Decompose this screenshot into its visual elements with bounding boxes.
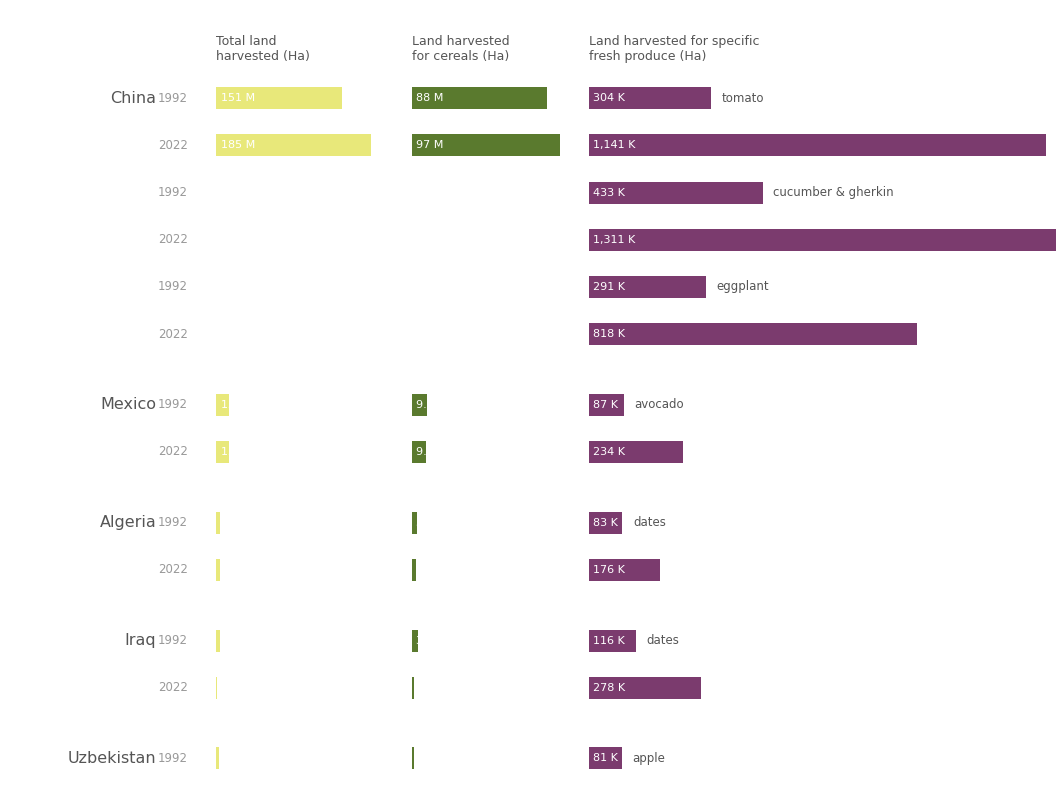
Text: 2.9 M: 2.9 M (416, 565, 447, 575)
Text: 4 M: 4 M (221, 518, 241, 527)
Bar (589, 276, 705, 298)
Text: 83 K: 83 K (593, 518, 619, 527)
Text: 433 K: 433 K (593, 188, 625, 197)
Bar (589, 747, 622, 769)
Text: 1 M: 1 M (221, 683, 241, 692)
Bar (589, 559, 660, 581)
Bar (589, 677, 700, 699)
Text: 1.1 M: 1.1 M (416, 683, 447, 692)
Text: 818 K: 818 K (593, 329, 625, 339)
Bar (589, 394, 624, 416)
Bar (412, 134, 561, 156)
Text: 185 M: 185 M (221, 141, 254, 150)
Text: 304 K: 304 K (593, 94, 625, 103)
Text: 234 K: 234 K (593, 447, 625, 457)
Text: Mexico: Mexico (100, 397, 156, 413)
Text: 116 K: 116 K (593, 636, 625, 645)
Bar (589, 134, 1046, 156)
Bar (589, 441, 683, 463)
Text: Algeria: Algeria (99, 515, 156, 531)
Text: 1992: 1992 (158, 281, 188, 293)
Text: eggplant: eggplant (716, 281, 769, 293)
Text: cucumber & gherkin: cucumber & gherkin (773, 186, 893, 199)
Bar (216, 87, 342, 109)
Bar (216, 630, 220, 652)
Text: 15 M: 15 M (221, 400, 248, 410)
Text: avocado: avocado (635, 399, 684, 411)
Text: 151 M: 151 M (221, 94, 254, 103)
Text: 97 M: 97 M (416, 141, 444, 150)
Text: 2022: 2022 (158, 233, 188, 246)
Bar (589, 182, 762, 204)
Bar (412, 512, 417, 534)
Text: 3.5 M: 3.5 M (416, 518, 447, 527)
Text: 2022: 2022 (158, 681, 188, 694)
Text: 3 M: 3 M (221, 754, 241, 763)
Text: 4 M: 4 M (221, 565, 241, 575)
Bar (589, 630, 636, 652)
Text: 87 K: 87 K (593, 400, 619, 410)
Text: 15 M: 15 M (221, 447, 248, 457)
Bar (589, 512, 622, 534)
Bar (412, 747, 414, 769)
Bar (412, 630, 418, 652)
Text: 2022: 2022 (158, 446, 188, 458)
Bar (216, 512, 220, 534)
Bar (412, 677, 414, 699)
Bar (216, 134, 371, 156)
Text: 1992: 1992 (158, 634, 188, 647)
Text: 176 K: 176 K (593, 565, 625, 575)
Bar (589, 229, 1056, 251)
Text: Total land
harvested (Ha): Total land harvested (Ha) (216, 35, 310, 64)
Text: dates: dates (633, 516, 666, 529)
Text: 1,311 K: 1,311 K (593, 235, 636, 244)
Text: Land harvested
for cereals (Ha): Land harvested for cereals (Ha) (412, 35, 509, 64)
Bar (412, 559, 416, 581)
Bar (412, 87, 547, 109)
Text: China: China (110, 90, 156, 106)
Bar (589, 323, 917, 345)
Text: 2022: 2022 (158, 139, 188, 152)
Text: 291 K: 291 K (593, 282, 625, 292)
Bar (216, 394, 229, 416)
Text: 81 K: 81 K (593, 754, 619, 763)
Bar (216, 441, 229, 463)
Text: Land harvested for specific
fresh produce (Ha): Land harvested for specific fresh produc… (589, 35, 759, 64)
Bar (216, 747, 219, 769)
Bar (412, 394, 427, 416)
Bar (589, 87, 711, 109)
Text: tomato: tomato (721, 92, 765, 105)
Text: 88 M: 88 M (416, 94, 444, 103)
Text: 2022: 2022 (158, 564, 188, 576)
Text: apple: apple (633, 752, 665, 765)
Text: 1992: 1992 (158, 399, 188, 411)
Text: 1992: 1992 (158, 186, 188, 199)
Text: 1,141 K: 1,141 K (593, 141, 636, 150)
Text: 1992: 1992 (158, 752, 188, 765)
Text: dates: dates (646, 634, 679, 647)
Bar (412, 441, 426, 463)
Text: 3.9 M: 3.9 M (416, 636, 447, 645)
Text: 1992: 1992 (158, 92, 188, 105)
Bar (216, 559, 220, 581)
Text: 278 K: 278 K (593, 683, 625, 692)
Text: 4 M: 4 M (221, 636, 241, 645)
Text: 9.1 M: 9.1 M (416, 447, 447, 457)
Text: Uzbekistan: Uzbekistan (68, 751, 156, 766)
Text: 1.2 M: 1.2 M (416, 754, 447, 763)
Text: 9.9 M: 9.9 M (416, 400, 447, 410)
Text: 1992: 1992 (158, 516, 188, 529)
Text: Iraq: Iraq (125, 633, 156, 648)
Text: 2022: 2022 (158, 328, 188, 340)
